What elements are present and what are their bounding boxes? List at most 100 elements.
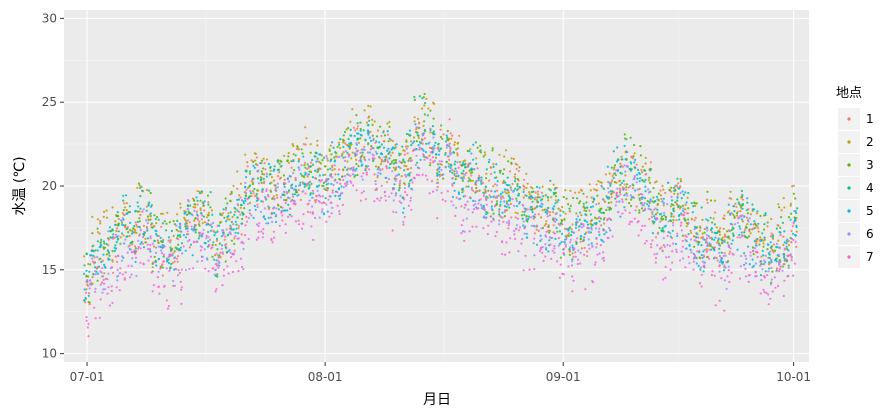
data-point [251,190,254,193]
data-point [576,237,579,240]
data-point [179,227,182,230]
data-point [334,194,337,197]
data-point [625,188,628,191]
data-point [160,249,163,252]
data-point [146,229,149,232]
data-point [595,203,598,206]
data-point [530,208,533,211]
data-point [751,258,754,261]
data-point [557,244,561,247]
data-point [508,196,511,199]
data-point [342,145,345,148]
data-point [351,108,354,111]
data-point [149,215,152,218]
data-point [191,214,194,217]
data-point [457,191,460,194]
data-point [94,273,97,276]
data-point [553,232,556,235]
data-point [402,207,405,210]
data-point [288,197,291,200]
data-point [165,257,169,260]
data-point [99,298,102,301]
data-point [233,206,236,209]
data-point [548,239,551,242]
data-point [526,182,529,185]
data-point [752,253,755,256]
data-point [422,124,425,127]
data-point [720,277,723,280]
data-point [193,209,196,212]
data-point [694,204,697,207]
data-point [570,234,573,237]
data-point [722,269,726,272]
data-point [298,168,301,171]
data-point [690,202,693,205]
legend-label-2: 2 [866,135,874,149]
data-point [507,203,510,206]
data-point [117,254,120,258]
data-point [736,248,739,251]
data-point [409,159,412,163]
data-point [257,169,260,172]
data-point [595,217,598,220]
data-point [243,234,247,237]
data-point [359,121,362,124]
data-point [127,264,130,267]
data-point [252,216,255,219]
data-point [233,242,236,245]
data-point [550,257,553,260]
data-point [143,231,147,234]
data-point [179,202,182,205]
data-point [767,270,770,273]
data-point [748,274,751,277]
data-point [306,173,309,176]
data-point [294,176,297,180]
data-point [151,290,154,293]
data-point [337,168,341,171]
data-point [99,220,102,223]
data-point [695,240,698,243]
data-point [664,265,667,269]
data-point [533,207,536,210]
data-point [482,194,485,197]
data-point [749,223,753,226]
data-point [647,179,650,182]
data-point [272,169,275,172]
data-point [553,188,556,191]
data-point [693,254,697,257]
data-point [177,238,180,241]
data-point [745,209,749,212]
data-point [593,222,596,225]
data-point [506,221,509,224]
data-point [315,195,318,198]
data-point [309,143,312,146]
data-point [613,172,617,175]
data-point [256,203,259,206]
data-point [409,171,412,174]
data-point [791,232,795,235]
data-point [248,209,251,212]
data-point [656,211,659,214]
data-point [189,204,192,207]
data-point [465,185,468,188]
data-point [302,222,305,225]
data-point [736,221,740,224]
data-point [723,309,726,312]
data-point [309,211,312,214]
data-point [160,225,163,228]
data-point [625,192,628,195]
data-point [328,215,331,218]
data-point [723,214,726,217]
data-point [472,204,475,207]
data-point [660,197,663,201]
data-point [740,189,744,193]
data-point [653,208,656,211]
data-point [92,244,95,247]
data-point [722,227,725,230]
data-point [653,253,656,256]
data-point [536,193,540,196]
data-point [582,238,585,242]
data-point [708,257,711,260]
data-point [240,241,243,244]
